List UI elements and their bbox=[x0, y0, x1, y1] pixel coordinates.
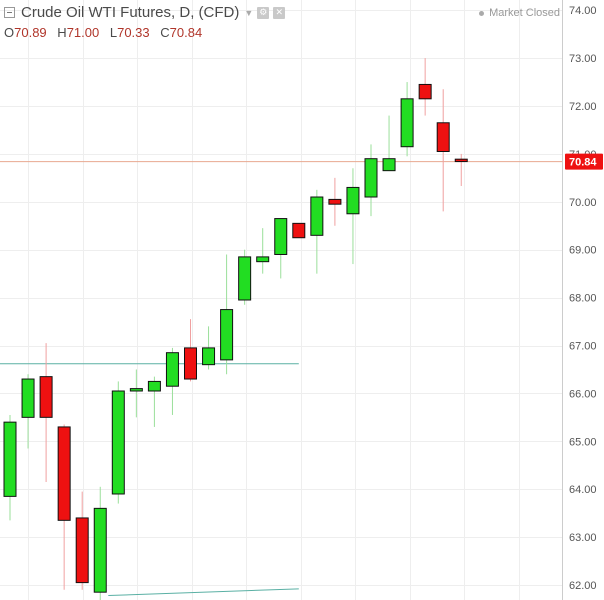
current-price-marker: 70.84 bbox=[565, 153, 603, 170]
candle-down bbox=[436, 89, 450, 212]
symbol-title: Crude Oil WTI Futures, D, (CFD) bbox=[21, 4, 240, 21]
candle-down bbox=[57, 424, 71, 590]
candle-up bbox=[3, 414, 17, 521]
close-value: C70.84 bbox=[160, 25, 203, 40]
candle-body bbox=[57, 426, 71, 521]
collapse-icon[interactable] bbox=[4, 7, 15, 18]
candle-up bbox=[400, 82, 414, 157]
price-tick-label: 65.00 bbox=[569, 436, 597, 448]
market-status-text: Market Closed bbox=[489, 7, 560, 19]
candle-down bbox=[75, 491, 89, 590]
candle-body bbox=[129, 388, 143, 392]
candle-down bbox=[418, 58, 432, 116]
candle-up bbox=[220, 254, 234, 375]
candle-body bbox=[75, 517, 89, 584]
trendline[interactable] bbox=[108, 588, 299, 597]
candle-body bbox=[3, 421, 17, 497]
candle-body bbox=[382, 158, 396, 172]
price-tick-label: 69.00 bbox=[569, 245, 597, 257]
candle-up bbox=[364, 144, 378, 217]
price-tick-label: 64.00 bbox=[569, 484, 597, 496]
candles bbox=[3, 58, 468, 600]
candle-up bbox=[93, 486, 107, 600]
candle-up bbox=[238, 249, 252, 305]
dropdown-caret-icon[interactable]: ▼ bbox=[244, 7, 254, 18]
price-tick-label: 70.00 bbox=[569, 197, 597, 209]
candle-body bbox=[274, 218, 288, 255]
price-tag-box bbox=[565, 153, 603, 170]
candle-body bbox=[202, 347, 216, 366]
candle-body bbox=[21, 378, 35, 418]
price-tick-label: 74.00 bbox=[569, 5, 597, 17]
candle-up bbox=[165, 347, 179, 415]
candle-up bbox=[346, 168, 360, 265]
candle-down bbox=[454, 153, 468, 186]
legend-header: Crude Oil WTI Futures, D, (CFD) ▼ ⚙ ✕ O7… bbox=[0, 0, 560, 46]
candle-body bbox=[165, 352, 179, 387]
candle-down bbox=[328, 177, 342, 226]
status-dot-icon bbox=[479, 10, 485, 16]
candle-body bbox=[147, 380, 161, 392]
candle-body bbox=[220, 309, 234, 361]
candle-up bbox=[310, 189, 324, 274]
candle-body bbox=[436, 122, 450, 153]
price-tick-label: 63.00 bbox=[569, 532, 597, 544]
ohlc-values: O70.89 H71.00 L70.33 C70.84 bbox=[4, 25, 209, 40]
candle-body bbox=[93, 507, 107, 593]
candle-body bbox=[364, 158, 378, 198]
candle-up bbox=[21, 374, 35, 449]
legend-title-row: Crude Oil WTI Futures, D, (CFD) ▼ ⚙ ✕ bbox=[4, 4, 286, 21]
candle-body bbox=[400, 98, 414, 148]
candle-body bbox=[39, 376, 53, 418]
open-value: O70.89 bbox=[4, 25, 47, 40]
price-axis[interactable]: 62.00 63.00 64.00 65.00 66.00 67.00 68.00 69.00… bbox=[562, 0, 597, 600]
candle-body bbox=[454, 158, 468, 163]
settings-icon[interactable]: ⚙ bbox=[257, 6, 270, 19]
candle-up bbox=[147, 376, 161, 427]
price-tick-label: 68.00 bbox=[569, 293, 597, 305]
candle-up bbox=[129, 369, 143, 418]
price-tick-label: 73.00 bbox=[569, 53, 597, 65]
price-tick-label: 67.00 bbox=[569, 341, 597, 353]
high-value: H71.00 bbox=[57, 25, 100, 40]
candle-body bbox=[346, 186, 360, 215]
candle-body bbox=[418, 83, 432, 100]
candle-body bbox=[184, 347, 197, 380]
candle-up bbox=[382, 115, 396, 172]
candle-down bbox=[184, 319, 197, 382]
trendlines[interactable] bbox=[0, 363, 299, 597]
candle-up bbox=[274, 218, 288, 279]
candle-body bbox=[328, 198, 342, 205]
candle-body bbox=[310, 196, 324, 236]
market-status: Market Closed bbox=[479, 7, 560, 19]
candle-body bbox=[292, 222, 306, 239]
low-value: L70.33 bbox=[109, 25, 150, 40]
candle-up bbox=[111, 381, 125, 504]
price-tick-label: 62.00 bbox=[569, 580, 597, 592]
candle-up bbox=[202, 326, 216, 370]
candle-body bbox=[256, 256, 270, 263]
price-tick-label: 72.00 bbox=[569, 101, 597, 113]
grid-lines bbox=[0, 0, 562, 600]
candle-up bbox=[256, 228, 270, 274]
close-icon[interactable]: ✕ bbox=[273, 6, 286, 19]
candle-down bbox=[292, 222, 306, 239]
price-tag-label: 70.84 bbox=[569, 157, 597, 169]
candle-down bbox=[39, 343, 53, 483]
candle-body bbox=[238, 256, 252, 301]
candle-body bbox=[111, 390, 125, 495]
price-tick-label: 66.00 bbox=[569, 388, 597, 400]
